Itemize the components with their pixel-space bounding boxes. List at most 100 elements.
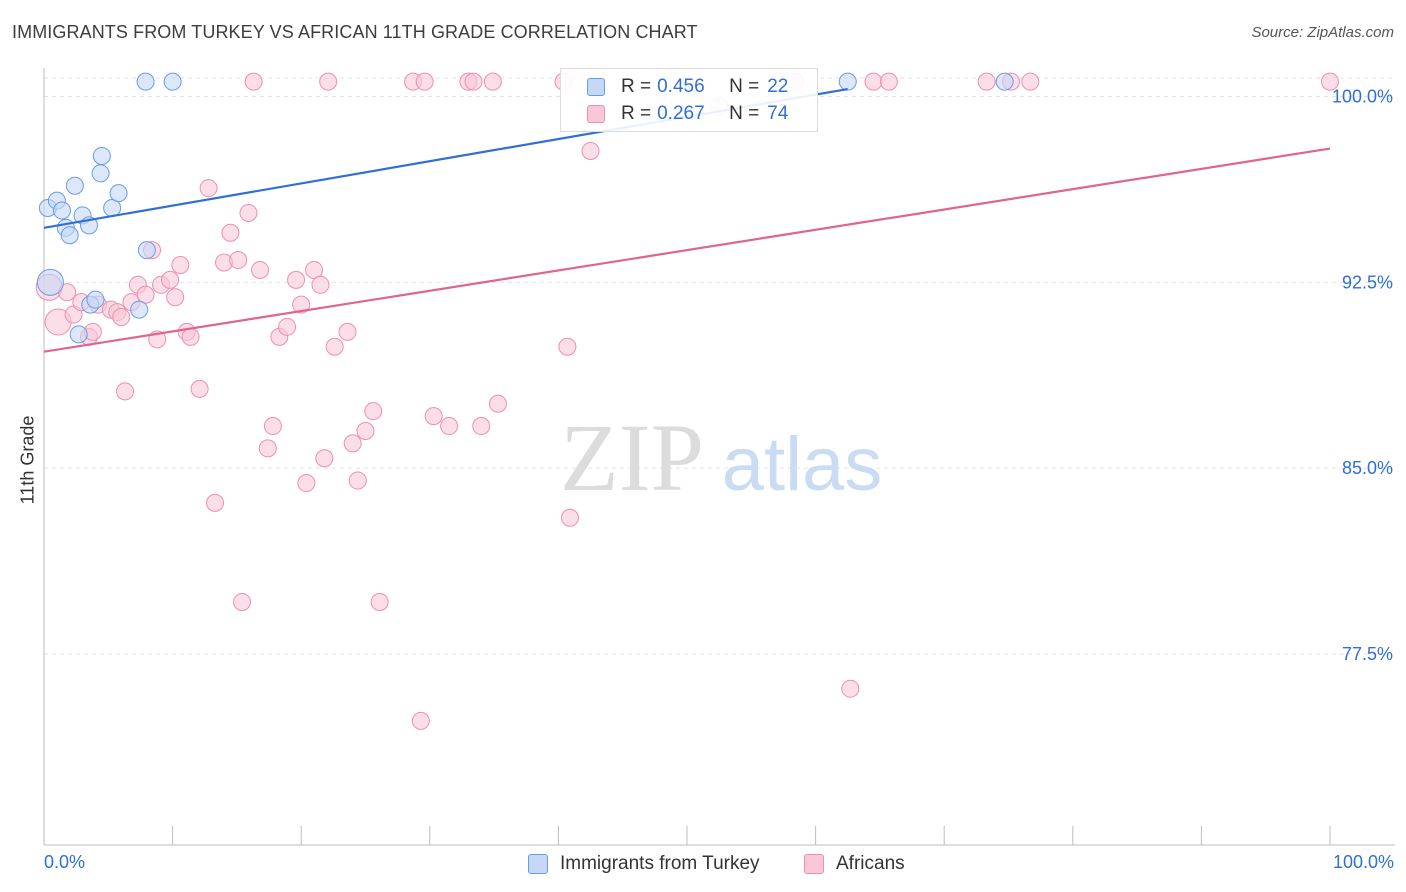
african-point (348, 471, 367, 490)
legend-item-turkey[interactable]: Immigrants from Turkey (528, 850, 760, 878)
legend-n-label: N = (729, 76, 760, 97)
y-axis-title: 11th Grade (17, 415, 38, 505)
african-point (206, 493, 225, 512)
african-point (244, 72, 263, 91)
legend-r-value: 0.267 (657, 103, 705, 124)
african-point (864, 72, 883, 91)
turkey-point (65, 176, 84, 195)
turkey-point (136, 72, 155, 91)
turkey-point (838, 72, 857, 91)
turkey-point (53, 201, 72, 220)
african-point (287, 270, 306, 289)
chart-title: IMMIGRANTS FROM TURKEY VS AFRICAN 11TH G… (12, 22, 698, 42)
axes (43, 68, 1395, 846)
legend-row-africans: R = 0.267 N = 74 (561, 100, 788, 128)
legend-r-label: R = (621, 103, 652, 124)
african-point (472, 417, 491, 436)
african-point (977, 72, 996, 91)
legend-label-turkey: Immigrants from Turkey (560, 853, 760, 874)
african-point (841, 679, 860, 698)
series-legend: Immigrants from Turkey Africans (0, 850, 1406, 878)
africans-points (35, 72, 1339, 730)
african-point (370, 592, 389, 611)
african-point (325, 337, 344, 356)
legend-item-africans[interactable]: Africans (804, 850, 905, 878)
legend-n-value: 74 (767, 103, 789, 124)
turkey-point (60, 226, 79, 245)
african-point (560, 508, 579, 527)
turkey-point (130, 300, 149, 319)
african-point (364, 402, 383, 421)
x-tick-label-min: 0.0% (44, 852, 86, 872)
turkey-point (995, 72, 1014, 91)
african-point (278, 317, 297, 336)
african-point (166, 288, 185, 307)
legend-label-africans: Africans (836, 853, 905, 874)
grid-lines (44, 77, 1395, 655)
turkey-point (92, 146, 111, 165)
african-point (305, 260, 324, 279)
african-point (440, 417, 459, 436)
watermark-atlas: atlas (722, 422, 883, 507)
turkey-point (137, 241, 156, 260)
african-point (263, 417, 282, 436)
y-tick-labels: 77.5% 85.0% 92.5% 100.0% (1332, 87, 1393, 665)
african-point (190, 379, 209, 398)
african-point (233, 592, 252, 611)
african-point (116, 382, 135, 401)
african-point (315, 449, 334, 468)
y-tick-label: 92.5% (1342, 272, 1393, 292)
african-point (239, 203, 258, 222)
legend-swatch-africans (804, 854, 824, 874)
turkey-point (109, 184, 128, 203)
african-point (488, 394, 507, 413)
african-point (251, 260, 270, 279)
african-point (221, 223, 240, 242)
african-point (1321, 72, 1339, 91)
african-point (258, 439, 277, 458)
african-point (311, 275, 330, 294)
legend-n-value: 22 (767, 76, 789, 97)
african-point (161, 270, 180, 289)
turkey-point (36, 268, 64, 296)
legend-swatch-turkey (528, 854, 548, 874)
african-point (558, 337, 577, 356)
african-point (112, 308, 131, 327)
source-label: Source: ZipAtlas.com (1251, 24, 1394, 41)
legend-swatch-turkey (587, 78, 605, 96)
african-point (879, 72, 898, 91)
turkey-point (91, 164, 110, 183)
legend-r-value: 0.456 (657, 76, 705, 97)
trend-line-africans (43, 147, 1331, 353)
watermark-zip: ZIP (560, 404, 704, 511)
turkey-point (163, 72, 182, 91)
correlation-legend: R = 0.456 N = 22 R = 0.267 N = 74 (560, 68, 818, 132)
african-point (319, 72, 338, 91)
legend-swatch-africans (587, 105, 605, 123)
african-point (343, 434, 362, 453)
watermark: ZIP atlas (560, 404, 882, 511)
y-tick-label: 77.5% (1342, 644, 1393, 664)
african-point (338, 322, 357, 341)
legend-n-label: N = (729, 103, 760, 124)
african-point (297, 474, 316, 493)
african-point (356, 422, 375, 440)
turkey-point (69, 325, 88, 344)
african-point (229, 251, 248, 270)
african-point (411, 711, 430, 730)
african-point (581, 142, 600, 161)
african-point (171, 255, 190, 274)
african-point (136, 285, 155, 304)
legend-r-label: R = (621, 76, 652, 97)
turkey-points (36, 72, 1014, 344)
african-point (464, 72, 483, 91)
african-point (424, 407, 443, 426)
african-point (415, 72, 434, 91)
x-tick-label-max: 100.0% (1332, 852, 1394, 872)
legend-row-turkey: R = 0.456 N = 22 (561, 73, 788, 101)
african-point (483, 72, 502, 91)
y-tick-label: 100.0% (1332, 87, 1393, 107)
turkey-point (86, 290, 105, 309)
african-point (199, 179, 218, 198)
